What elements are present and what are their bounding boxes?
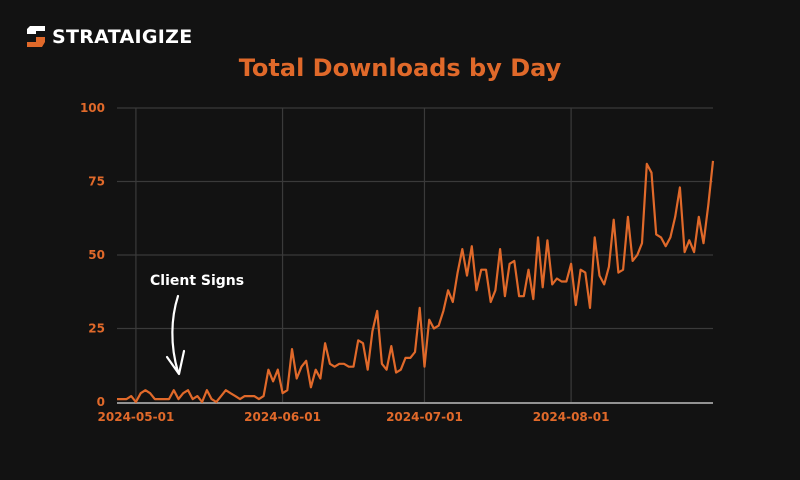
y-tick-label: 0 <box>97 395 105 409</box>
chart-title: Total Downloads by Day <box>238 54 562 82</box>
client-signs-annotation: Client Signs <box>150 273 244 376</box>
logo-bottom-shape <box>27 37 45 47</box>
y-tick-label: 50 <box>88 248 105 262</box>
brand-name: STRATAIGIZE <box>52 26 193 48</box>
downloads-line <box>117 160 715 404</box>
y-axis-ticks: 0 25 50 75 100 <box>80 101 105 409</box>
brand: STRATAIGIZE <box>26 25 192 49</box>
y-tick-label: 75 <box>88 175 105 189</box>
x-tick-label: 2024-06-01 <box>244 410 321 424</box>
x-axis-ticks: 2024-05-01 2024-06-01 2024-07-01 2024-08-01 <box>98 410 610 424</box>
x-tick-label: 2024-08-01 <box>533 410 610 424</box>
x-tick-label: 2024-05-01 <box>98 410 175 424</box>
logo-top-shape <box>27 26 45 34</box>
annotation-label: Client Signs <box>150 273 244 289</box>
strataigize-logo-icon <box>27 26 45 47</box>
y-tick-label: 100 <box>80 101 105 115</box>
curved-arrow-icon <box>165 294 186 376</box>
chart-grid <box>117 107 713 402</box>
x-tick-label: 2024-07-01 <box>386 410 463 424</box>
y-tick-label: 25 <box>88 322 105 336</box>
